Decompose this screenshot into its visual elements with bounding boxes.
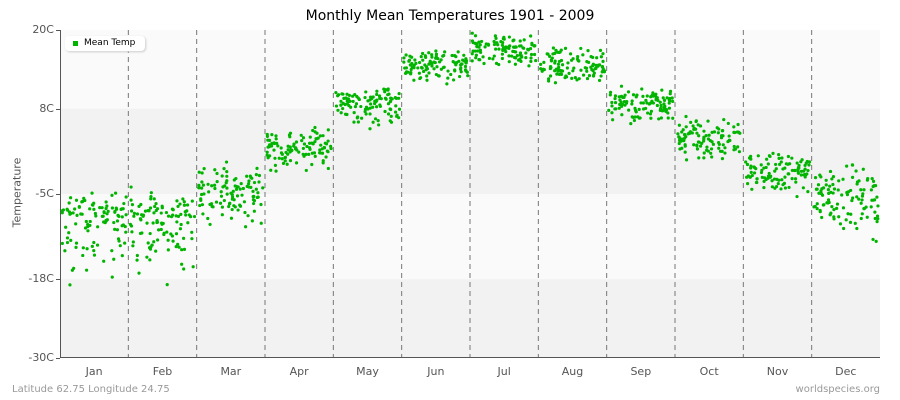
x-tick-label: Oct bbox=[699, 365, 719, 378]
legend-label: Mean Temp bbox=[84, 38, 136, 48]
y-tick-label: 8C bbox=[39, 101, 54, 115]
x-tick-label: May bbox=[356, 365, 379, 378]
legend-swatch bbox=[73, 40, 78, 46]
location-caption: Latitude 62.75 Longitude 24.75 bbox=[12, 384, 170, 395]
x-tick-label: Sep bbox=[630, 365, 652, 378]
y-tick-label: -5C bbox=[35, 187, 54, 200]
x-tick-label: Jun bbox=[427, 365, 445, 378]
x-tick-label: Jan bbox=[85, 365, 103, 378]
y-tick-label: -18C bbox=[28, 272, 54, 286]
x-tick-label: Apr bbox=[289, 365, 309, 378]
legend: Mean Temp bbox=[65, 36, 146, 51]
x-tick-label: Dec bbox=[835, 365, 857, 378]
y-tick-label: -30C bbox=[28, 351, 54, 364]
x-tick-label: Mar bbox=[220, 365, 242, 378]
x-tick-label: Feb bbox=[152, 365, 173, 378]
x-tick-label: Jul bbox=[497, 365, 511, 378]
source-credit: worldspecies.org bbox=[795, 384, 880, 395]
plot-area bbox=[60, 30, 880, 358]
x-tick-label: Aug bbox=[561, 365, 584, 378]
y-tick-label: 20C bbox=[32, 23, 54, 36]
chart-title: Monthly Mean Temperatures 1901 - 2009 bbox=[305, 8, 595, 24]
x-tick-label: Nov bbox=[766, 365, 789, 378]
